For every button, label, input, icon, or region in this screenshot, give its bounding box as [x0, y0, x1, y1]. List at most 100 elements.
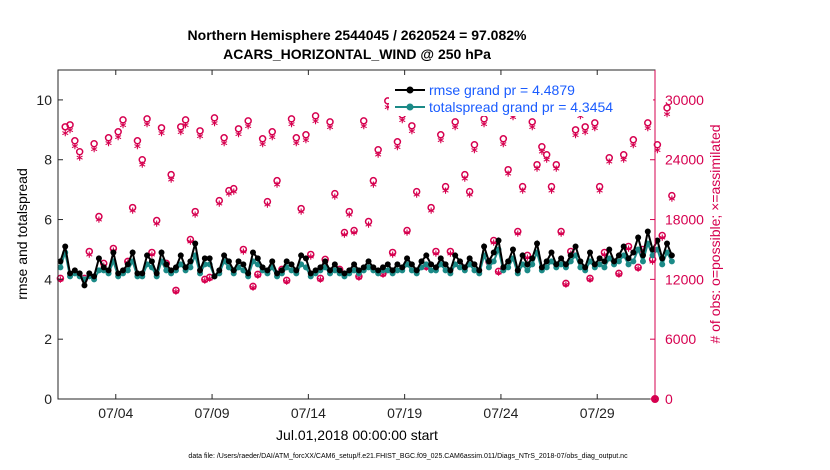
assimilated-obs-point: * — [240, 247, 247, 262]
assimilated-obs-point: * — [57, 275, 64, 290]
rmse-point — [86, 270, 93, 277]
assimilated-obs-point: * — [346, 211, 353, 226]
rmse-point — [81, 282, 88, 289]
possible-obs-point — [331, 189, 339, 198]
assimilated-obs-point: * — [408, 127, 415, 142]
possible-obs-point — [542, 150, 551, 159]
possible-obs-point — [668, 191, 676, 200]
right-tick-label: 18000 — [665, 212, 704, 228]
assimilated-obs-point: * — [67, 126, 74, 141]
right-tick-label: 12000 — [665, 271, 704, 287]
possible-obs-point — [104, 134, 113, 142]
rmse-point — [654, 237, 661, 244]
possible-obs-point — [644, 119, 652, 127]
assimilated-obs-point: * — [182, 121, 189, 136]
rmse-point — [307, 270, 314, 277]
assimilated-obs-point: * — [596, 187, 603, 202]
totalspread-point — [394, 267, 401, 274]
rmse-point — [264, 267, 271, 274]
rmse-point — [509, 246, 516, 253]
rmse-point — [283, 258, 290, 265]
assimilated-obs-point: * — [572, 131, 579, 146]
assimilated-obs-point: * — [433, 249, 440, 264]
rmse-point — [312, 267, 319, 274]
rmse-point — [524, 261, 531, 268]
rmse-point — [447, 267, 454, 274]
possible-obs-point — [249, 282, 257, 291]
totalspread-point — [408, 267, 415, 274]
x-tick-label: 07/29 — [580, 405, 615, 421]
totalspread-point — [620, 252, 627, 259]
rmse-point — [148, 258, 155, 265]
totalspread-point — [577, 264, 584, 271]
rmse-point — [153, 270, 160, 277]
assimilated-obs-point: * — [644, 124, 651, 139]
rmse-point — [490, 249, 497, 256]
possible-obs-point — [562, 279, 570, 288]
assimilated-obs-point: * — [168, 176, 175, 191]
chart-title-line1: Northern Hemisphere 2544045 / 2620524 = … — [188, 27, 527, 43]
left-tick-label: 0 — [44, 391, 52, 407]
rmse-point — [635, 234, 642, 241]
right-tick-label: 24000 — [665, 152, 704, 168]
possible-obs-point — [292, 134, 301, 142]
possible-obs-point — [437, 131, 445, 139]
possible-obs-point — [653, 141, 662, 149]
rmse-point — [562, 261, 569, 268]
rmse-point — [341, 270, 348, 277]
assimilated-obs-point: * — [216, 200, 223, 215]
rmse-point — [182, 264, 189, 271]
assimilated-obs-point: * — [389, 250, 396, 265]
rmse-point — [620, 243, 627, 250]
possible-obs-point — [143, 115, 151, 123]
legend: rmse grand pr = 4.4879 totalspread grand… — [389, 80, 653, 116]
rmse-point — [327, 267, 334, 274]
possible-obs-point — [441, 182, 450, 191]
assimilated-obs-point: * — [481, 120, 488, 135]
rmse-point — [538, 264, 545, 271]
right-tick-label: 30000 — [665, 92, 704, 108]
rmse-point — [62, 243, 69, 250]
assimilated-obs-point: * — [563, 280, 570, 295]
x-tick-label: 07/19 — [387, 405, 422, 421]
possible-obs-point — [196, 127, 204, 135]
possible-obs-point — [244, 117, 252, 125]
rmse-point — [293, 267, 300, 274]
assimilated-obs-point: * — [96, 216, 103, 231]
assimilated-obs-point: * — [601, 250, 608, 265]
rmse-point — [288, 261, 295, 268]
possible-obs-point — [369, 176, 378, 185]
totalspread-point — [668, 258, 675, 265]
rmse-point — [187, 258, 194, 265]
rmse-point — [346, 267, 353, 274]
possible-obs-point — [177, 123, 185, 131]
rmse-point — [235, 258, 242, 265]
rmse-point — [543, 258, 550, 265]
totalspread-point — [163, 267, 170, 274]
assimilated-obs-point: * — [245, 122, 252, 137]
assimilated-obs-point: * — [105, 139, 112, 154]
rmse-point — [351, 261, 358, 268]
rmse-point — [529, 255, 536, 262]
possible-obs-point — [663, 104, 671, 112]
assimilated-obs-point: * — [625, 244, 632, 259]
rmse-point — [548, 249, 555, 256]
legend-rmse-label: rmse grand pr = 4.4879 — [429, 82, 575, 98]
assimilated-obs-point: * — [139, 161, 146, 176]
totalspread-point — [485, 264, 492, 271]
possible-obs-point — [172, 286, 180, 295]
left-tick-label: 2 — [44, 331, 52, 347]
totalspread-point — [639, 258, 646, 265]
totalspread-point — [548, 258, 555, 265]
assimilated-obs-point: * — [514, 229, 521, 244]
possible-obs-point — [268, 128, 276, 136]
right-y-axis-label: # of obs: o=possible; ×=assimilated — [707, 124, 723, 343]
rmse-point — [558, 255, 565, 262]
rmse-point — [413, 267, 420, 274]
assimilated-obs-point: * — [548, 187, 555, 202]
possible-obs-point — [364, 217, 373, 226]
rmse-point — [168, 267, 175, 274]
rmse-point — [606, 246, 613, 253]
left-y-axis: 0 2 4 6 8 10 — [36, 92, 63, 407]
